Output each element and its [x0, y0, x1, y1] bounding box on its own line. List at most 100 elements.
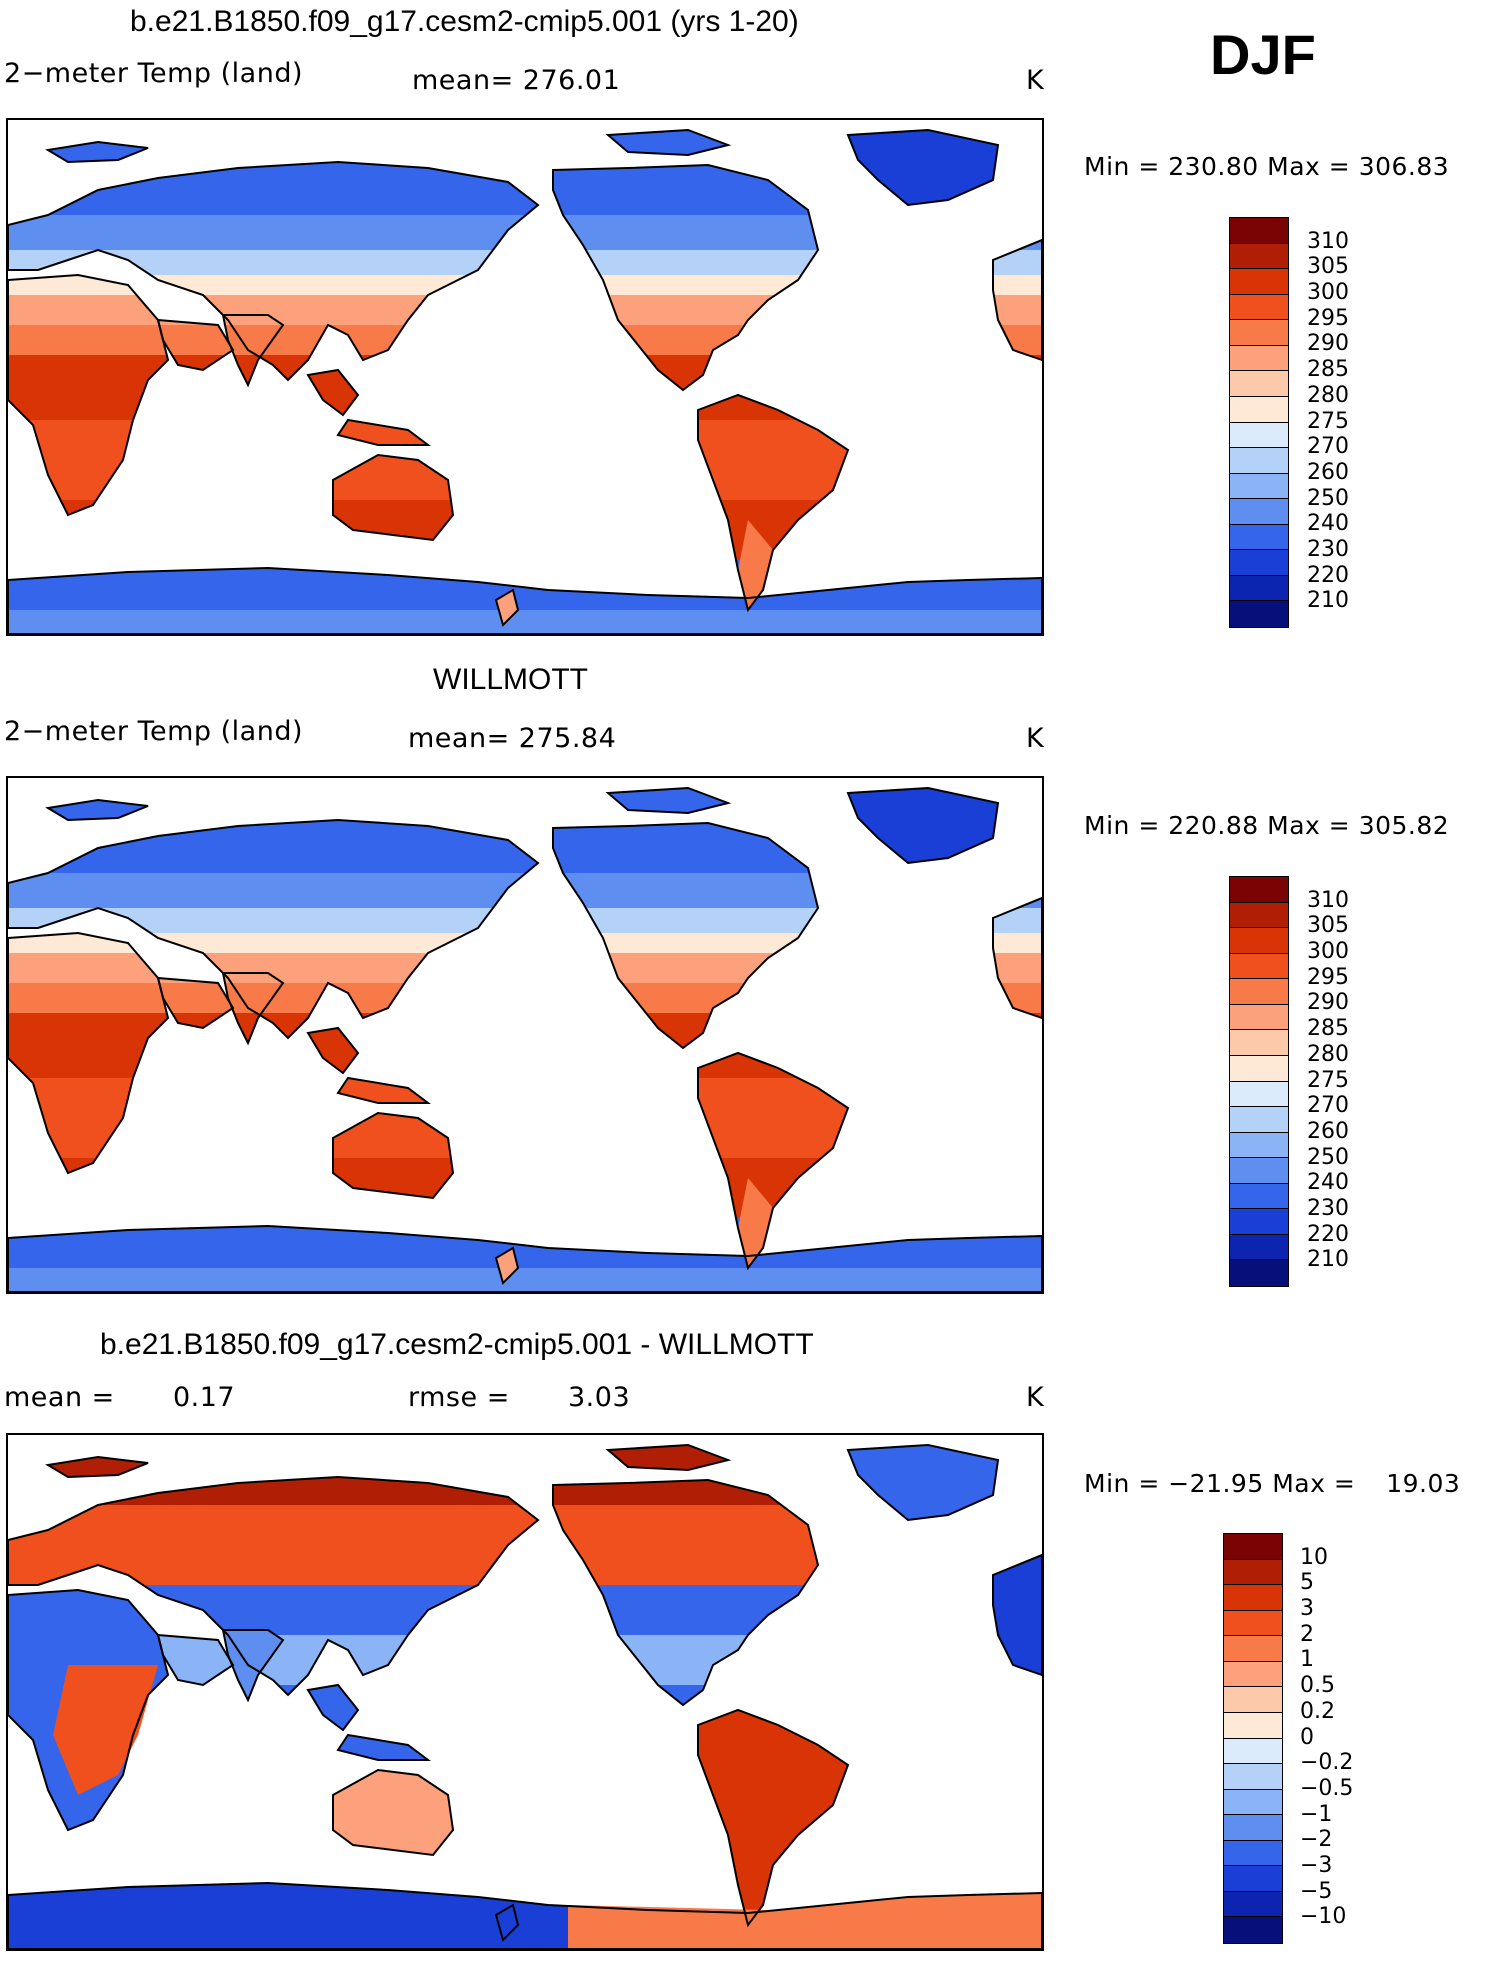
colorbar-swatch [1230, 1158, 1288, 1184]
colorbar-swatch [1224, 1712, 1282, 1739]
colorbar-tick-label: 260 [1307, 1118, 1349, 1144]
colorbar-swatch [1230, 1209, 1288, 1235]
colorbar-swatch [1230, 345, 1288, 372]
panel-2-max-label: Max [1267, 811, 1321, 840]
colorbar-swatch [1230, 371, 1288, 397]
colorbar-swatch [1230, 1055, 1288, 1082]
colorbar-swatch [1230, 1004, 1288, 1031]
map-canvas [8, 1443, 1042, 1949]
colorbar-tick-label: 300 [1307, 939, 1349, 965]
colorbar-swatch [1224, 1687, 1282, 1713]
panel-3-min-value: −21.95 [1168, 1469, 1264, 1498]
colorbar-swatch [1230, 473, 1288, 500]
colorbar-tick-label: 295 [1307, 964, 1349, 990]
panel-3-minmax: Min = −21.95 Max = 19.03 [1084, 1469, 1461, 1498]
colorbar-swatch [1230, 499, 1288, 525]
colorbar-swatch [1224, 1789, 1282, 1816]
panel-3-map [6, 1433, 1044, 1951]
colorbar-tick-label: 3 [1300, 1596, 1314, 1622]
colorbar-swatch [1230, 448, 1288, 474]
colorbar-swatch [1230, 877, 1288, 903]
colorbar-swatch [1230, 550, 1288, 576]
colorbar-swatch [1230, 396, 1288, 423]
colorbar-swatch [1230, 1107, 1288, 1133]
colorbar-tick-label: 275 [1307, 408, 1349, 434]
colorbar-swatch [1224, 1636, 1282, 1662]
colorbar-swatch [1230, 269, 1288, 295]
colorbar-swatch [1230, 218, 1288, 244]
map-canvas [8, 128, 1042, 634]
colorbar-swatch [1230, 601, 1288, 627]
colorbar-swatch [1224, 1738, 1282, 1765]
colorbar-swatch [1230, 320, 1288, 346]
colorbar-tick-label: 300 [1307, 280, 1349, 306]
panel-1-min-label: Min [1084, 152, 1130, 181]
colorbar-tick-label: −3 [1300, 1852, 1333, 1878]
colorbar-swatch [1230, 243, 1288, 270]
colorbar-swatch [1230, 902, 1288, 929]
colorbar-tick-label: 250 [1307, 1144, 1349, 1170]
panel-3-mean: mean = 0.17 [4, 1382, 235, 1413]
colorbar-tick-label: 240 [1307, 511, 1349, 537]
panel-2-min-label: Min [1084, 811, 1130, 840]
panel-2-mean: mean= 275.84 [408, 723, 616, 754]
colorbar-tick-label: 210 [1307, 1247, 1349, 1273]
colorbar-tick-label: 275 [1307, 1067, 1349, 1093]
panel-1-units: K [1026, 65, 1045, 96]
colorbar-tick-label: 285 [1307, 1016, 1349, 1042]
colorbar-tick-label: 5 [1300, 1570, 1314, 1596]
panel-2-min-value: 220.88 [1168, 811, 1259, 840]
season-label: DJF [1210, 23, 1316, 86]
colorbar-tick-label: 285 [1307, 357, 1349, 383]
colorbar-tick-label: 220 [1307, 1221, 1349, 1247]
colorbar-swatch [1224, 1661, 1282, 1688]
colorbar-tick-label: 290 [1307, 331, 1349, 357]
colorbar-tick-label: 240 [1307, 1170, 1349, 1196]
panel-1-colorbar [1229, 217, 1289, 628]
colorbar-tick-label: 0.2 [1300, 1698, 1335, 1724]
colorbar-swatch [1224, 1840, 1282, 1867]
colorbar-tick-label: 305 [1307, 254, 1349, 280]
panel-2-max-value: 305.82 [1358, 811, 1450, 840]
colorbar-tick-label: 270 [1307, 434, 1349, 460]
colorbar-tick-label: −5 [1300, 1878, 1333, 1904]
panel-1-max-label: Max [1267, 152, 1321, 181]
colorbar-tick-label: 295 [1307, 305, 1349, 331]
panel-1-minmax: Min = 230.80 Max = 306.83 [1084, 152, 1450, 181]
panel-1-mean-value: 276.01 [522, 65, 621, 96]
colorbar-tick-label: 210 [1307, 588, 1349, 614]
colorbar-tick-label: 250 [1307, 485, 1349, 511]
colorbar-swatch [1230, 1183, 1288, 1210]
panel-2-minmax: Min = 220.88 Max = 305.82 [1084, 811, 1450, 840]
colorbar-tick-label: 0 [1300, 1724, 1314, 1750]
panel-3-units: K [1026, 1382, 1045, 1413]
colorbar-tick-label: 10 [1300, 1544, 1328, 1570]
colorbar-swatch [1230, 1234, 1288, 1261]
panel-1-title: b.e21.B1850.f09_g17.cesm2-cmip5.001 (yrs… [130, 5, 799, 38]
colorbar-swatch [1230, 524, 1288, 551]
colorbar-swatch [1224, 1866, 1282, 1892]
panel-2-colorbar [1229, 876, 1289, 1287]
colorbar-swatch [1230, 575, 1288, 602]
colorbar-tick-label: 1 [1300, 1647, 1314, 1673]
colorbar-swatch [1230, 928, 1288, 954]
panel-3-rmse: rmse = 3.03 [408, 1382, 630, 1413]
colorbar-tick-label: 310 [1307, 887, 1349, 913]
panel-3-colorbar [1223, 1533, 1283, 1944]
panel-1-variable: 2−meter Temp (land) [4, 58, 303, 89]
colorbar-tick-label: 270 [1307, 1093, 1349, 1119]
panel-1-mean: mean= 276.01 [412, 65, 620, 96]
colorbar-tick-label: 280 [1307, 1041, 1349, 1067]
colorbar-swatch [1230, 953, 1288, 980]
panel-3-mean-label: mean = [4, 1382, 115, 1413]
colorbar-tick-label: −10 [1300, 1904, 1347, 1930]
colorbar-swatch [1230, 979, 1288, 1005]
colorbar-tick-label: 280 [1307, 382, 1349, 408]
panel-1-map [6, 118, 1044, 636]
colorbar-swatch [1224, 1585, 1282, 1611]
colorbar-tick-label: 230 [1307, 1195, 1349, 1221]
colorbar-tick-label: 0.5 [1300, 1673, 1335, 1699]
colorbar-swatch [1230, 1260, 1288, 1286]
colorbar-swatch [1230, 422, 1288, 449]
colorbar-swatch [1230, 1081, 1288, 1108]
